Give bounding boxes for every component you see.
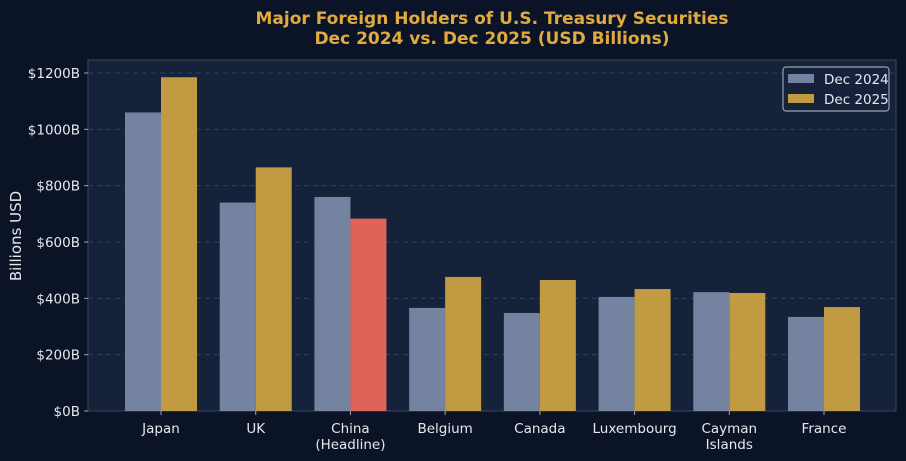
y-tick-label: $600B — [36, 235, 80, 251]
bar-dec-2024 — [693, 292, 730, 411]
chart-title: Major Foreign Holders of U.S. Treasury S… — [256, 9, 729, 29]
bar-dec-2024 — [503, 312, 540, 411]
legend-label-dec-2025: Dec 2025 — [824, 92, 889, 108]
legend-label-dec-2024: Dec 2024 — [824, 72, 889, 88]
bar-dec-2025 — [161, 77, 197, 411]
x-tick-label: Luxembourg — [593, 421, 677, 437]
y-tick-label: $400B — [36, 291, 80, 307]
legend-swatch-dec-2024 — [788, 74, 814, 83]
x-tick-label: Islands — [706, 437, 753, 453]
bar-dec-2024 — [314, 196, 351, 411]
y-tick-label: $1200B — [28, 66, 80, 82]
bar-dec-2024 — [598, 296, 635, 411]
bar-dec-2024 — [788, 316, 824, 411]
x-tick-label: UK — [246, 421, 266, 437]
x-tick-label: Belgium — [417, 421, 472, 437]
bar-dec-2024 — [125, 112, 161, 411]
bar-dec-2025 — [729, 292, 766, 411]
y-tick-label: $800B — [36, 179, 80, 195]
chart-subtitle: Dec 2024 vs. Dec 2025 (USD Billions) — [314, 29, 669, 49]
bar-dec-2025 — [824, 307, 860, 411]
bar-dec-2024 — [409, 307, 446, 411]
bar-dec-2025 — [539, 280, 576, 411]
x-tick-label: Japan — [141, 421, 180, 437]
bar-dec-2025 — [255, 167, 292, 411]
legend-swatch-dec-2025 — [788, 94, 814, 103]
x-tick-label: Canada — [514, 421, 565, 437]
bar-dec-2025 — [634, 289, 671, 411]
y-tick-label: $1000B — [28, 122, 80, 138]
x-tick-label: (Headline) — [315, 437, 385, 453]
x-tick-label: Cayman — [701, 421, 757, 437]
y-axis-label: Billions USD — [7, 191, 25, 281]
bar-dec-2025 — [445, 276, 482, 411]
y-tick-label: $0B — [54, 404, 80, 420]
x-tick-label: China — [331, 421, 370, 437]
x-tick-label: France — [802, 421, 847, 437]
plot-area — [87, 59, 897, 412]
legend: Dec 2024 Dec 2025 — [782, 66, 890, 112]
bar-dec-2024 — [219, 202, 256, 411]
y-tick-label: $200B — [36, 348, 80, 364]
bar-dec-2025 — [350, 218, 387, 411]
